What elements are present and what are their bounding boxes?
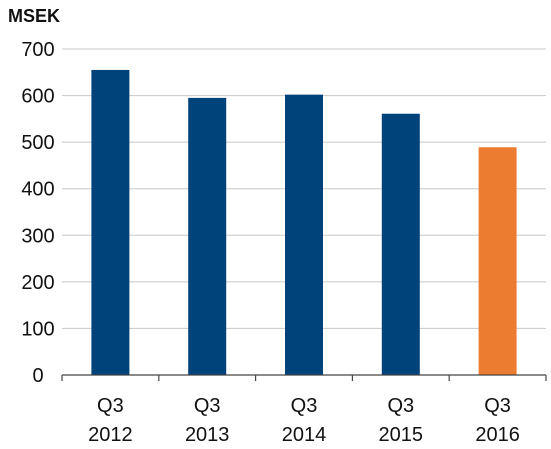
y-tick-label: 700	[21, 39, 54, 61]
bars	[91, 69, 517, 376]
x-tick-label: Q3	[97, 395, 124, 417]
x-tick-label: 2016	[475, 424, 520, 446]
y-tick-label: 500	[21, 132, 54, 154]
unit-label: MSEK	[8, 6, 60, 26]
x-tick-label: Q3	[194, 395, 221, 417]
bar	[285, 94, 323, 375]
y-tick-label: 0	[32, 365, 43, 387]
axes	[61, 374, 547, 381]
bar	[91, 69, 130, 375]
labels: 0 100 200 300 400 500 600 700 Q3 2012 Q3 2013 Q3 2014…	[21, 39, 520, 446]
x-tick-label: 2013	[185, 424, 230, 446]
x-tick-label: 2014	[282, 424, 327, 446]
y-tick-label: 600	[21, 86, 54, 108]
x-tick-label: 2012	[88, 424, 133, 446]
x-tick-label: 2015	[379, 424, 424, 446]
x-tick-label: Q3	[387, 395, 414, 417]
y-tick-label: 200	[21, 272, 54, 294]
x-tick-label: Q3	[484, 395, 511, 417]
bar	[381, 113, 420, 375]
bar	[188, 97, 227, 376]
y-tick-label: 300	[21, 225, 54, 247]
bar	[478, 147, 517, 375]
x-tick-label: Q3	[291, 395, 318, 417]
y-tick-label: 400	[21, 179, 54, 201]
y-tick-label: 100	[21, 318, 54, 340]
